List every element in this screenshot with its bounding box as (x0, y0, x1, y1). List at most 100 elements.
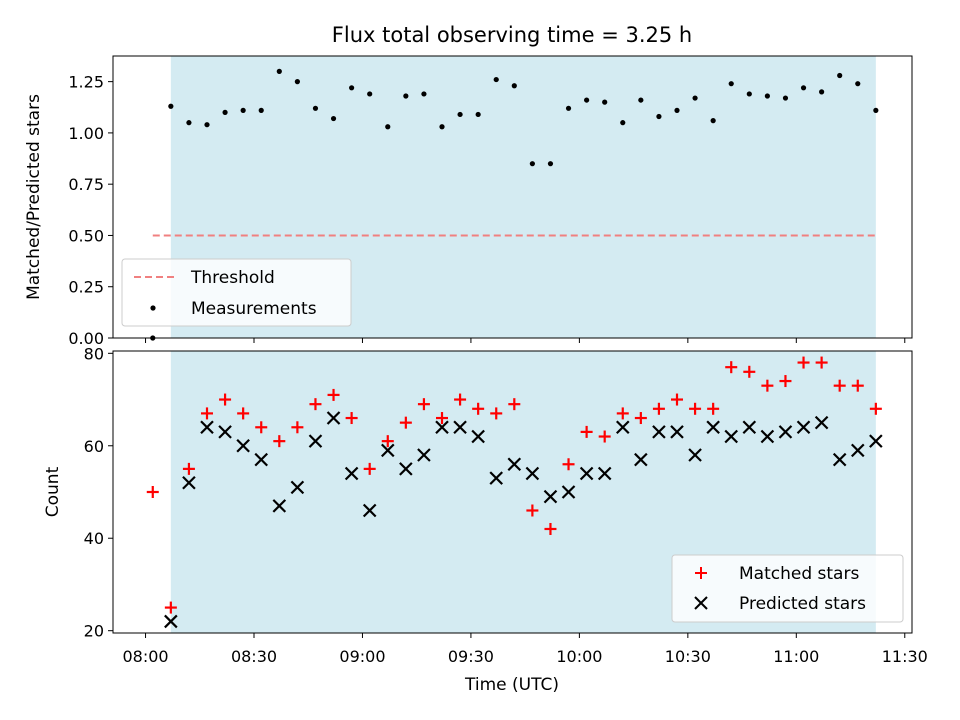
matched-star-point (381, 435, 394, 448)
predicted-star-point (218, 425, 232, 439)
measurement-point (330, 115, 337, 122)
x-tick-label: 08:00 (122, 647, 168, 666)
matched-star-point (146, 486, 159, 498)
matched-star-point (598, 430, 611, 443)
matched-star-point (707, 402, 720, 415)
top-y-tick-label: 0.25 (68, 278, 104, 297)
predicted-star-point (670, 425, 684, 439)
measurement-point (656, 113, 662, 120)
measurement-point (584, 97, 590, 103)
measurement-point (168, 103, 174, 109)
matched-star-point (544, 522, 557, 535)
predicted-star-point (344, 466, 359, 481)
measurement-point (240, 107, 246, 113)
measurement-point (421, 91, 427, 97)
measurement-point (349, 85, 355, 91)
predicted-star-point (272, 499, 287, 513)
measurement-point (403, 93, 409, 99)
predicted-star-point (652, 425, 666, 439)
predicted-star-point (850, 443, 865, 458)
predicted-star-point (435, 420, 449, 435)
matched-star-point (761, 379, 774, 392)
measurement-point (511, 83, 517, 89)
x-tick-label: 10:00 (556, 647, 602, 666)
matched-star-point (363, 462, 376, 475)
predicted-star-point (399, 462, 413, 476)
top-y-tick-label: 0.00 (68, 329, 104, 348)
bottom-panel: 20 40 60 80 08:00 08:30 09:00 09:30 10:00 10:30 1… (43, 344, 928, 695)
predicted-star-point (507, 457, 522, 472)
matched-star-point (345, 412, 358, 425)
matched-star-point (255, 421, 268, 434)
measurement-point (565, 105, 572, 111)
matched-star-point (869, 402, 882, 415)
measurement-point (222, 109, 228, 115)
matched-star-point (616, 407, 629, 420)
matched-star-point (851, 379, 864, 392)
legend-threshold-label: Threshold (190, 268, 275, 288)
predicted-star-point (308, 434, 323, 448)
predicted-star-point (778, 425, 793, 439)
measurement-point (475, 111, 481, 118)
matched-star-point (164, 601, 177, 614)
measurement-point (746, 91, 752, 97)
matched-star-point (833, 379, 846, 392)
predicted-star-point (254, 452, 269, 467)
measurement-point (204, 122, 210, 128)
x-tick-label: 08:30 (231, 647, 277, 666)
chart-title: Flux total observing time = 3.25 h (332, 23, 692, 47)
measurement-point (294, 79, 300, 85)
measurement-point (186, 120, 192, 126)
measurement-point (855, 81, 861, 87)
predicted-star-point (380, 443, 395, 458)
matched-star-point (508, 398, 521, 411)
bottom-y-tick-label: 20 (84, 622, 104, 641)
predicted-star-point (290, 480, 305, 495)
predicted-star-point (164, 614, 178, 629)
top-panel: 0.00 0.25 0.50 0.75 1.00 1.25 Flux total obse… (24, 23, 913, 348)
measurement-point (529, 161, 535, 167)
bottom-legend-box (671, 554, 904, 623)
predicted-star-point (417, 448, 431, 462)
bottom-y-tick-label: 60 (84, 437, 104, 456)
predicted-star-point (724, 429, 739, 444)
matched-star-point (436, 412, 448, 425)
matched-star-point (237, 407, 250, 420)
measurement-point (457, 111, 463, 118)
measurement-point (602, 99, 608, 105)
measurement-point (728, 81, 734, 87)
predicted-star-point (182, 475, 196, 490)
predicted-star-point (688, 448, 702, 462)
measurement-point (276, 68, 282, 74)
predicted-star-point (326, 411, 341, 425)
top-y-tick-label: 0.75 (68, 175, 104, 194)
top-legend: Threshold Measurements (121, 258, 352, 327)
top-y-tick-label: 1.25 (68, 73, 104, 92)
measurement-point (873, 107, 879, 113)
predicted-star-point (543, 489, 558, 504)
measurement-point (800, 85, 807, 91)
matched-star-point (201, 407, 213, 420)
matched-star-point (634, 412, 647, 425)
matched-star-point (454, 393, 467, 406)
predicted-star-point (561, 485, 576, 499)
measurement-point (439, 124, 445, 130)
predicted-star-point (525, 466, 540, 481)
x-tick-label: 09:30 (448, 647, 494, 666)
matched-star-point (689, 402, 702, 415)
matched-star-point (671, 393, 683, 406)
top-y-tick-label: 0.50 (68, 226, 104, 245)
predicted-star-point (796, 420, 811, 435)
matched-star-point (743, 365, 756, 378)
predicted-star-point (760, 429, 775, 444)
legend-predicted-swatch (694, 596, 708, 610)
measurement-point (620, 120, 626, 126)
matched-star-point (725, 361, 738, 374)
x-axis-label: Time (UTC) (464, 675, 559, 695)
matched-star-point (182, 462, 195, 475)
matched-star-point (490, 407, 503, 420)
legend-matched-label: Matched stars (739, 564, 859, 584)
predicted-star-point (200, 420, 214, 435)
legend-matched-swatch (695, 567, 707, 579)
predicted-star-point (615, 420, 630, 435)
